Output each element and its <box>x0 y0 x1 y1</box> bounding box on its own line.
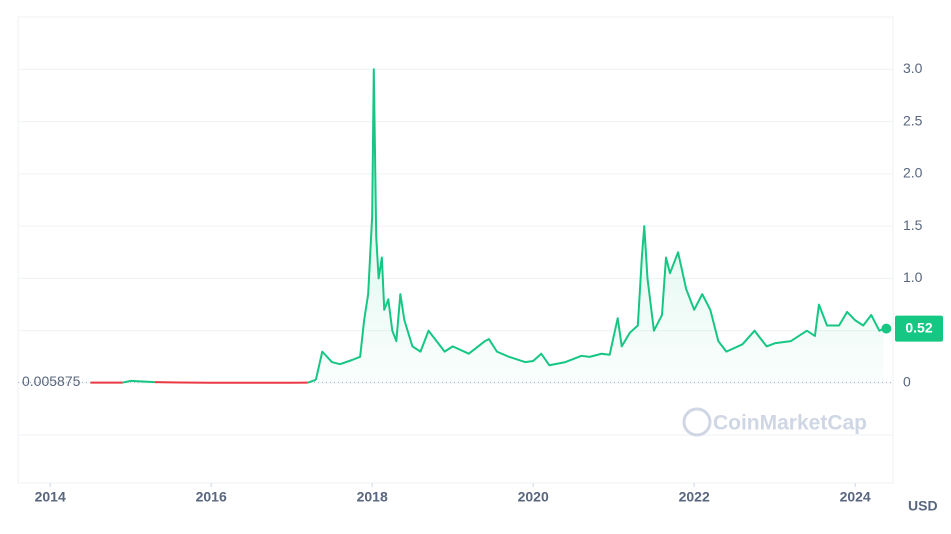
last-point <box>881 324 891 334</box>
y-tick-label: 0 <box>903 374 911 390</box>
watermark: CoinMarketCap <box>713 412 867 435</box>
y-tick-label: 3.0 <box>903 60 923 76</box>
y-tick-label: 2.0 <box>903 165 923 181</box>
price-line <box>131 381 155 382</box>
price-tag-label: 0.52 <box>905 319 932 335</box>
baseline-label: 0.005875 <box>22 373 81 389</box>
x-tick-label: 2016 <box>196 489 227 505</box>
x-tick-label: 2024 <box>840 489 871 505</box>
x-tick-label: 2014 <box>35 489 66 505</box>
x-tick-label: 2022 <box>679 489 710 505</box>
unit-label: USD <box>908 498 938 514</box>
y-tick-label: 2.5 <box>903 112 923 128</box>
y-tick-label: 1.5 <box>903 217 923 233</box>
x-tick-label: 2018 <box>357 489 388 505</box>
x-tick-label: 2020 <box>518 489 549 505</box>
y-tick-label: 1.0 <box>903 269 923 285</box>
watermark-logo <box>684 409 710 435</box>
